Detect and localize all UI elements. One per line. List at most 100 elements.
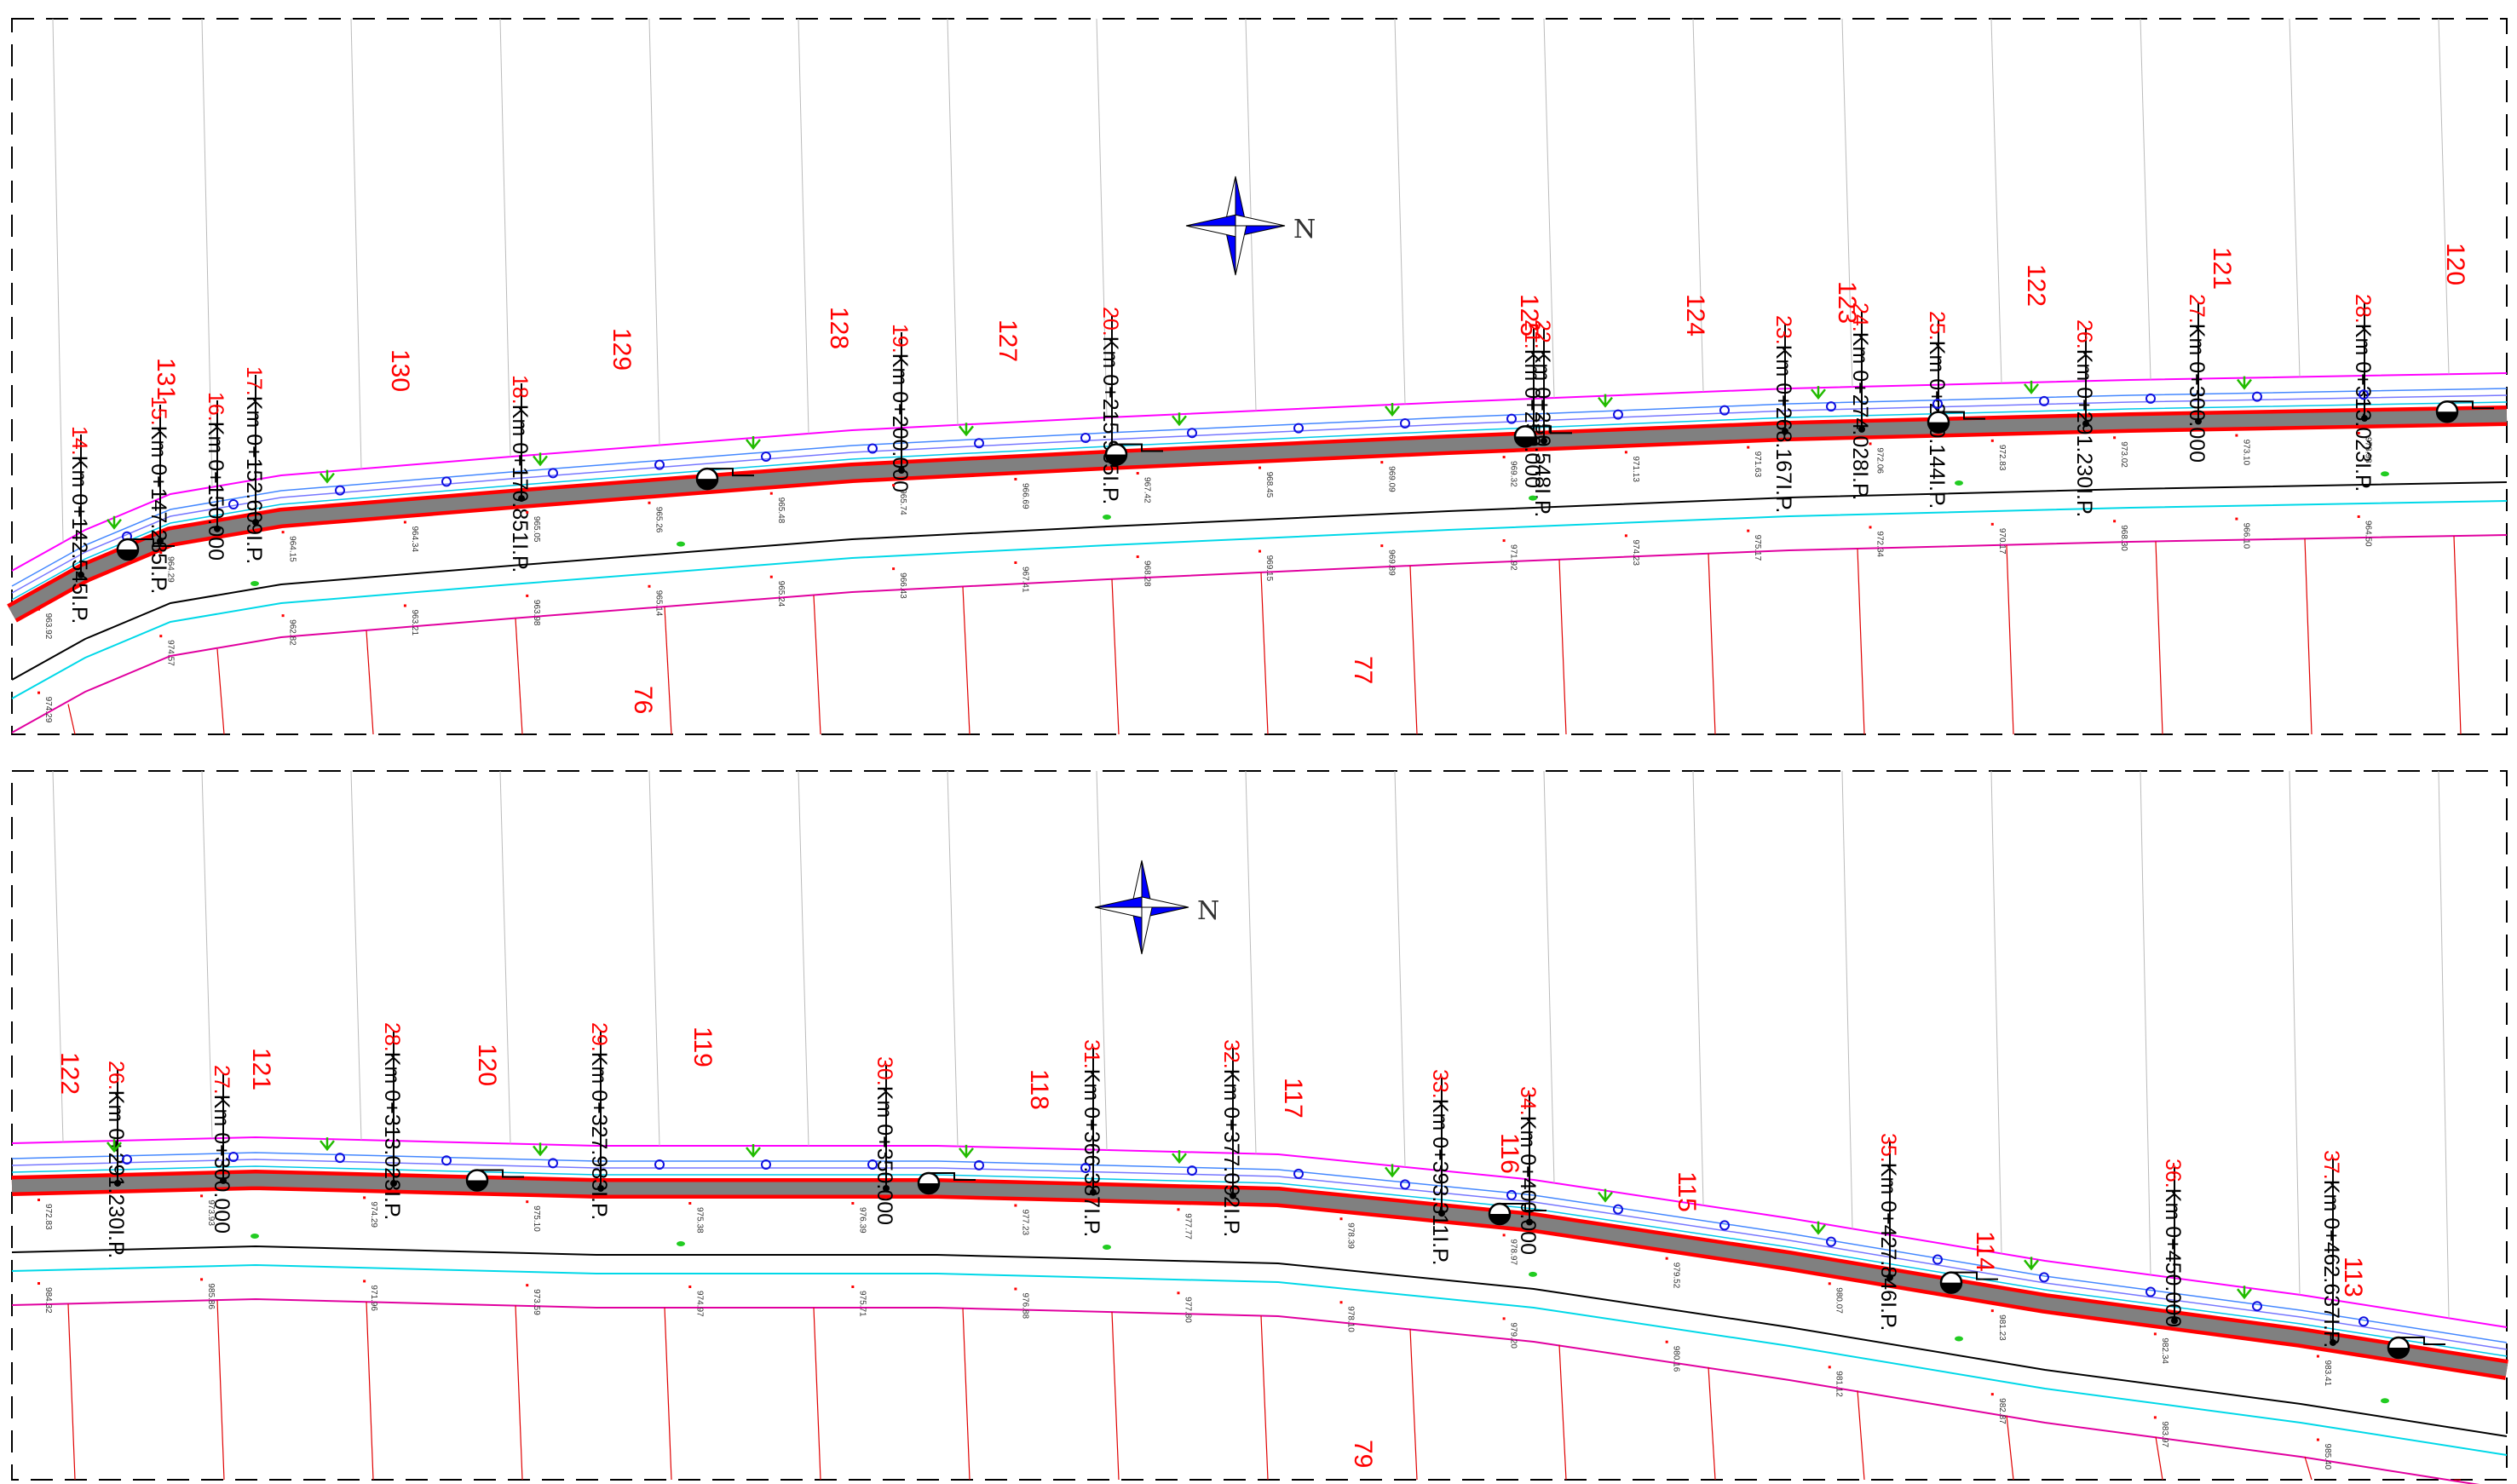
spot-height-mark — [1177, 1208, 1180, 1211]
parcel-boundary — [2438, 18, 2450, 375]
elevation-label: 969.89 — [1386, 549, 1396, 576]
manhole-icon — [1187, 428, 1197, 439]
pole-fill — [118, 549, 138, 560]
parcel-boundary — [947, 18, 959, 425]
spot-height-mark — [1502, 456, 1506, 459]
parcel-boundary — [67, 1303, 76, 1481]
tree-icon — [107, 1139, 122, 1153]
parcel-number: 120 — [2441, 243, 2469, 285]
elevation-label: 971.92 — [1509, 544, 1518, 571]
spot-height-mark — [403, 604, 406, 607]
station-point — [2171, 1317, 2178, 1325]
station-label: 36.Km 0+450.000 — [2161, 1159, 2185, 1327]
elevation-label: 972.83 — [43, 1204, 53, 1230]
plan-panel-top: 14.Km 0+142.545I.P. 15.Km 0+147.285I.P. 16… — [7, 18, 2508, 735]
pole-fill — [1489, 1214, 1510, 1224]
parcel-boundary — [2155, 541, 2163, 735]
spot-height-mark — [1869, 442, 1872, 446]
station-label: 22.Km 0+250.548I.P. — [1530, 319, 1554, 517]
manhole-icon — [974, 438, 984, 449]
shrub-icon — [1103, 1244, 1111, 1250]
spot-height-mark — [1136, 555, 1139, 559]
station-point — [1782, 428, 1788, 435]
parcel-boundary — [1990, 18, 2002, 383]
compass-point — [1094, 896, 1143, 908]
station-text: 29.Km 0+327.983I.P. — [587, 1022, 611, 1220]
station-chainage: Km 0+327.983I.P. — [587, 1052, 611, 1221]
shrub-icon — [251, 1234, 259, 1240]
station-text: 28.Km 0+313.023I.P. — [2351, 294, 2375, 492]
parcel-boundary — [1543, 18, 1555, 399]
elevation-label: 972.06 — [1875, 447, 1885, 474]
station-label: 18.Km 0+170.851I.P. — [508, 375, 532, 572]
station-text: 27.Km 0+300.000 — [2185, 294, 2209, 463]
station-number: 17. — [242, 366, 266, 396]
parcel-number: 121 — [247, 1048, 275, 1090]
manhole-icon — [1400, 1179, 1410, 1190]
station-chainage: Km 0+142.545I.P. — [67, 456, 91, 624]
ditch-line — [11, 1263, 2508, 1456]
parcel-boundary — [366, 1302, 374, 1481]
elevation-label: 969.32 — [1509, 461, 1518, 487]
parcel-boundary — [1558, 560, 1567, 735]
parcel-boundary — [1708, 554, 1716, 735]
elevation-label: 963.21 — [410, 609, 419, 636]
parcel-boundary — [1857, 549, 1865, 735]
station-point — [114, 1179, 121, 1187]
tree-icon — [1811, 386, 1826, 400]
spot-height-mark — [648, 584, 651, 588]
elevation-label: 976.39 — [857, 1207, 867, 1234]
station-text: 15.Km 0+147.285I.P. — [147, 396, 170, 594]
utility-pole-icon — [2387, 1336, 2445, 1360]
spot-height-mark — [2235, 517, 2238, 521]
spot-height-mark — [1990, 522, 1994, 526]
parcel-boundary — [1708, 1366, 1716, 1481]
station-point — [1858, 425, 1865, 433]
station-text: 37.Km 0+462.637I.P. — [2319, 1150, 2343, 1348]
shrub-icon — [251, 581, 259, 587]
spot-height-mark — [1990, 1393, 1994, 1396]
station-point — [157, 538, 164, 545]
spot-height-mark — [526, 1284, 529, 1287]
station-number: 36. — [2161, 1159, 2185, 1188]
pole-fill — [1928, 422, 1949, 433]
parcel-number: 127 — [994, 319, 1022, 362]
spot-height-mark — [1014, 1287, 1017, 1291]
elevation-label: 980.07 — [1834, 1287, 1844, 1314]
station-point — [2195, 417, 2202, 425]
tree-icon — [2237, 376, 2252, 390]
tree-icon — [533, 1142, 548, 1157]
utility-pole-icon — [695, 467, 754, 491]
pole-fill — [1515, 436, 1535, 447]
tree-icon — [1385, 1164, 1400, 1178]
parcel-boundary — [499, 770, 511, 1144]
station-number: 26. — [2072, 319, 2096, 349]
station-text: 30.Km 0+350.000 — [873, 1056, 896, 1225]
compass-point — [1141, 896, 1189, 908]
tree-icon — [107, 515, 122, 530]
parcel-boundary — [798, 770, 809, 1147]
parcel-number: 115 — [1673, 1171, 1701, 1212]
elevation-label: 964.50 — [2364, 521, 2373, 547]
spot-height-mark — [1990, 439, 1994, 442]
utility-pole-icon — [2435, 400, 2494, 423]
station-text: 31.Km 0+366.387I.P. — [1080, 1039, 1103, 1237]
station-text: 24.Km 0+274.028I.P. — [1848, 302, 1872, 500]
station-point — [2330, 1338, 2336, 1346]
elevation-label: 985.40 — [2323, 1444, 2332, 1470]
station-text: 32.Km 0+377.092I.P. — [1219, 1039, 1243, 1237]
station-text: 27.Km 0+300.000 — [210, 1065, 233, 1234]
parcel-number: 117 — [1279, 1078, 1307, 1119]
station-number: 25. — [1925, 311, 1949, 341]
manhole-icon — [1506, 1189, 1517, 1200]
manhole-icon — [2252, 391, 2262, 402]
pole-arrow — [1116, 443, 1163, 452]
manhole-icon — [2039, 395, 2049, 406]
edge-line — [11, 1165, 2508, 1357]
elevation-label: 965.26 — [654, 507, 664, 533]
manhole-icon — [2039, 1272, 2049, 1283]
elevation-label: 984.32 — [43, 1287, 53, 1314]
spot-height-mark — [769, 575, 773, 578]
tree-icon — [2024, 1257, 2039, 1271]
manhole-icon — [867, 443, 878, 454]
